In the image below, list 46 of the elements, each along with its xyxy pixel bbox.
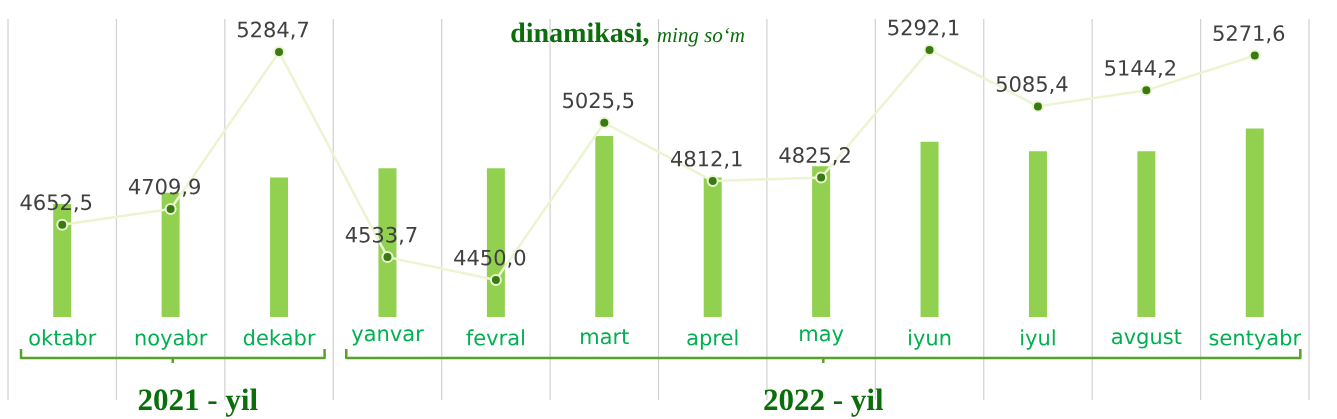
point [164,202,177,215]
data-label: 5284,7 [237,21,308,40]
bar [812,166,831,318]
point [815,171,828,184]
bar [1245,128,1264,318]
point [1031,100,1044,113]
point [489,273,502,286]
x-tick-label: dekabr [243,329,316,346]
point [706,175,719,188]
point [598,116,611,129]
data-label: 5085,4 [996,76,1068,95]
x-tick-label: iyul [1021,329,1055,350]
data-label: 5025,5 [563,92,634,111]
x-tick-label: noyabr [135,329,208,350]
x-tick-label: oktabr [29,329,97,346]
data-label: 4709,9 [128,178,200,197]
chart-title: dinamikasi, [511,22,649,47]
text: 2022 - yil [764,388,884,417]
x-tick-label: iyun [909,329,951,350]
bar [920,141,939,318]
bar [1028,151,1047,318]
data-label: 4652,5 [20,194,92,213]
bar [595,136,614,318]
point [56,218,69,231]
chart-subtitle: ming so‘m [657,28,745,47]
x-tick-label: sentyabr [1209,329,1302,350]
x-tick-label: aprel [687,329,738,350]
data-label: 4812,1 [670,150,742,169]
text: 2021 - yil [138,388,258,417]
point [273,45,286,58]
data-label: 4825,2 [779,147,850,166]
point [1248,49,1261,62]
x-tick-label: may [800,329,844,346]
point [1140,84,1153,97]
bar [703,177,722,318]
x-tick-label: yanvar [351,329,424,346]
x-tick-label: avgust [1112,329,1182,349]
point [923,43,936,56]
data-label: 5271,6 [1213,25,1285,44]
data-label: 5144,2 [1105,59,1175,78]
bar [270,177,289,318]
x-tick-label: fevral [466,329,524,346]
bar [1137,151,1156,318]
point [381,251,394,264]
x-tick-label: mart [581,329,629,345]
data-label: 5292,1 [888,19,959,38]
